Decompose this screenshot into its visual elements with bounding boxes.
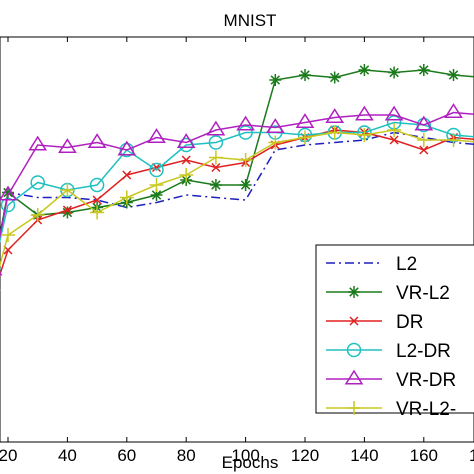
data-point-x (181, 155, 191, 165)
x-tick-label: 80 (177, 446, 196, 465)
legend-item: L2 (326, 254, 417, 275)
data-point-triangle (58, 138, 77, 154)
data-point-star (269, 74, 282, 86)
data-point-x (349, 316, 359, 326)
data-point-triangle (206, 120, 226, 136)
data-point-circle (89, 177, 105, 193)
data-point-plus (119, 190, 134, 205)
series-5 (0, 103, 474, 276)
data-point-plus (327, 125, 342, 140)
series-6 (0, 123, 474, 291)
data-point-star (209, 179, 222, 191)
data-point-star (61, 206, 74, 219)
legend-item: VR-DR (326, 369, 456, 391)
series-line (0, 131, 474, 239)
series-layer (0, 64, 474, 291)
series-line (0, 129, 474, 277)
data-point-star (417, 64, 430, 76)
data-point-circle (416, 117, 432, 133)
data-point-plus (60, 183, 75, 197)
data-point-plus (208, 150, 223, 165)
series-line (0, 121, 474, 244)
data-point-circle (208, 135, 224, 150)
x-tick-label: 140 (350, 446, 378, 465)
legend-label: VR-L2 (396, 283, 450, 304)
data-point-star (299, 69, 311, 81)
legend-label: L2-DR (396, 341, 451, 362)
data-point-x (62, 205, 72, 215)
legend-item: VR-L2 (326, 283, 450, 304)
data-point-x (122, 170, 132, 180)
data-point-x (389, 135, 399, 145)
data-point-plus (357, 128, 372, 142)
data-point-triangle (444, 103, 463, 119)
data-point-plus (347, 401, 361, 415)
data-point-triangle (344, 369, 364, 385)
data-point-circle (119, 142, 135, 158)
data-point-x (419, 145, 429, 155)
data-point-plus (1, 228, 15, 242)
legend-label: DR (396, 312, 423, 333)
data-point-triangle (176, 133, 196, 149)
data-point-plus (268, 135, 283, 150)
x-axis: 20 40 60 80 100 120 140 160 180 (0, 37, 474, 465)
x-tick-label: 20 (0, 446, 17, 465)
data-point-star (447, 69, 460, 81)
data-point-triangle (87, 133, 107, 149)
data-point-plus (30, 208, 45, 222)
x-tick-label: 160 (410, 446, 438, 465)
data-point-star (328, 71, 341, 84)
series-line (0, 129, 474, 268)
data-point-circle (30, 175, 45, 190)
data-point-star (348, 286, 360, 298)
x-axis-label: Epochs (222, 453, 279, 472)
data-point-triangle (295, 113, 315, 129)
x-tick-label: 40 (58, 446, 77, 465)
data-point-plus (90, 205, 105, 220)
data-point-circle (346, 342, 362, 358)
legend-label: VR-DR (396, 370, 456, 391)
data-point-x (92, 195, 102, 205)
data-point-plus (446, 133, 461, 147)
data-point-star (388, 66, 401, 79)
data-point-triangle (325, 108, 345, 124)
series-1 (0, 131, 474, 239)
legend-box (315, 244, 474, 414)
chart-title: MNIST (224, 11, 277, 30)
data-point-triangle (0, 185, 18, 201)
data-point-plus (416, 133, 431, 147)
data-point-triangle (117, 140, 137, 156)
data-point-circle (149, 162, 164, 178)
data-point-star (239, 179, 252, 191)
data-point-triangle (384, 105, 404, 121)
data-point-plus (238, 153, 253, 167)
data-point-triangle (28, 135, 48, 151)
data-point-star (358, 64, 371, 76)
data-point-plus (387, 123, 402, 137)
data-point-triangle (265, 118, 285, 134)
data-point-triangle (355, 105, 374, 121)
data-point-plus (179, 168, 194, 182)
x-tick-label: 180 (469, 446, 474, 465)
legend: L2 VR-L2 DR L2-DR VR-DR VR-L2- (315, 244, 474, 420)
data-point-plus (298, 130, 312, 145)
data-point-plus (149, 178, 164, 192)
x-tick-label: 60 (117, 446, 136, 465)
legend-label: VR-L2- (396, 399, 456, 420)
legend-item: L2-DR (326, 341, 451, 362)
data-point-triangle (414, 115, 434, 131)
legend-item: DR (326, 312, 423, 333)
legend-item: VR-L2- (326, 399, 456, 420)
data-point-circle (238, 125, 253, 140)
x-tick-label: 120 (291, 446, 319, 465)
data-point-triangle (147, 128, 166, 144)
data-point-x (211, 162, 221, 173)
data-point-triangle (236, 115, 255, 131)
legend-label: L2 (396, 254, 417, 275)
x-tick-label: 100 (231, 446, 259, 465)
